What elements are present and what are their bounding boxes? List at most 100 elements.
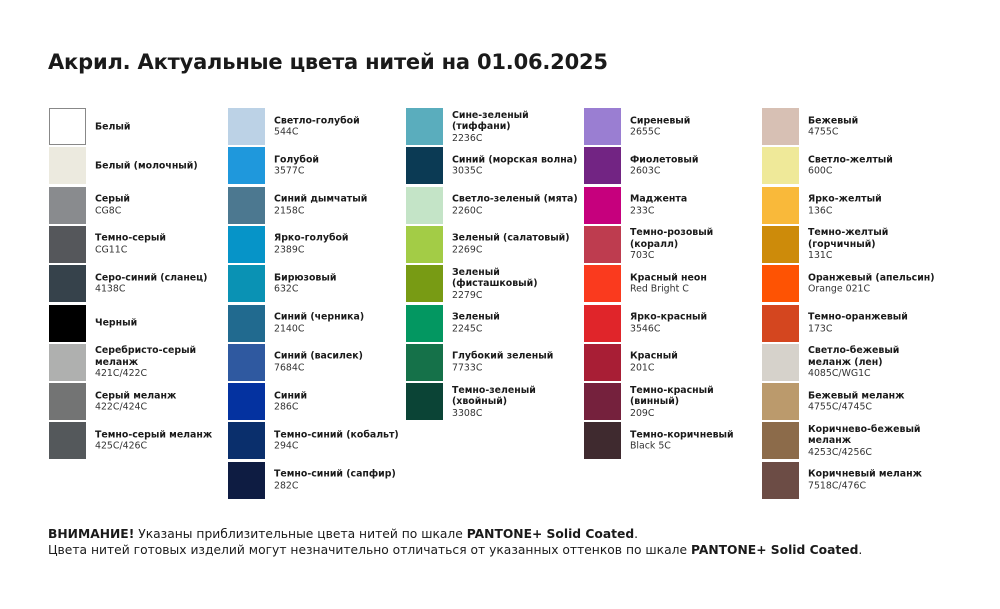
color-label: Ярко-красный 3546C <box>630 312 707 335</box>
color-name: Коричневый меланж <box>808 468 922 480</box>
pantone-code: 2245C <box>452 323 483 334</box>
color-label: Синий (морская волна) 3035C <box>452 154 577 177</box>
color-label: Серебристо-серый меланж 421C/422C <box>95 345 196 380</box>
color-name: Синий дымчатый <box>274 193 368 205</box>
color-label: Красный неон Red Bright C <box>630 272 707 295</box>
color-swatch <box>49 265 86 303</box>
color-label: Бирюзовый 632C <box>274 272 336 295</box>
pantone-code: 2269C <box>452 244 483 256</box>
pantone-code: Red Bright C <box>630 283 689 295</box>
color-name: Темно-красный (винный) <box>630 384 714 407</box>
color-item: Темно-зеленый (хвойный) 3308C <box>406 383 584 421</box>
color-name: Серо-синий (сланец) <box>95 272 208 284</box>
color-name: Темно-серый меланж <box>95 429 213 441</box>
pantone-code: 4085C/WG1C <box>808 368 871 380</box>
color-name: Белый <box>95 120 131 132</box>
pantone-code: 136C <box>808 205 833 217</box>
color-item: Темно-розовый (коралл) 703C <box>584 225 762 263</box>
color-name: Голубой <box>274 154 319 166</box>
color-label: Серо-синий (сланец) 4138C <box>95 272 207 295</box>
color-label: Серый меланж 422C/424C <box>95 390 176 413</box>
color-item: Синий 286C <box>228 383 406 421</box>
pantone-code: 3546C <box>630 323 661 334</box>
color-swatch <box>584 422 621 460</box>
pantone-code: 209C <box>630 407 655 419</box>
pantone-code: 2279C <box>452 289 483 301</box>
color-item: Темно-красный (винный) 209C <box>584 383 762 421</box>
color-label: Синий (василек) 7684C <box>274 351 363 374</box>
color-item: Белый <box>49 108 227 145</box>
color-swatch <box>584 343 621 381</box>
color-swatch <box>762 383 799 421</box>
color-label: Ярко-желтый 136C <box>808 194 882 217</box>
footer-line-2: Цвета нитей готовых изделий могут незнач… <box>48 542 862 558</box>
warning-label: ВНИМАНИЕ! <box>48 527 135 541</box>
color-swatch <box>406 186 443 224</box>
color-swatch <box>584 108 621 145</box>
color-item: Темно-серый CG11C <box>49 225 227 263</box>
color-swatch <box>406 108 443 145</box>
color-label: Темно-красный (винный) 209C <box>630 384 762 419</box>
pantone-code: 3035C <box>452 165 483 177</box>
pantone-code: 4253C/4256C <box>808 446 872 458</box>
color-label: Черный <box>95 317 137 329</box>
color-name: Серый <box>95 193 130 205</box>
color-swatch <box>228 383 265 421</box>
color-label: Зеленый 2245C <box>452 312 500 335</box>
footer-punct: . <box>858 543 863 557</box>
color-item: Темно-желтый (горчичный) 131C <box>762 225 940 263</box>
pantone-code: 3308C <box>452 407 483 419</box>
color-label: Белый (молочный) <box>95 160 198 172</box>
pantone-code: 282C <box>274 480 299 492</box>
pantone-code: 233C <box>630 205 655 217</box>
pantone-code: 544C <box>274 126 299 138</box>
color-swatch <box>228 343 265 381</box>
color-swatch <box>228 304 265 342</box>
color-name: Светло-голубой <box>274 115 360 126</box>
color-swatch <box>406 383 443 421</box>
color-swatch <box>49 186 86 224</box>
color-swatch <box>228 108 265 145</box>
color-item: Ярко-голубой 2389C <box>228 225 406 263</box>
color-name: Светло-бежевый меланж (лен) <box>808 345 900 368</box>
pantone-code: 201C <box>630 362 655 374</box>
color-swatch <box>762 147 799 185</box>
color-label: Темно-желтый (горчичный) 131C <box>808 227 940 262</box>
color-label: Темно-серый меланж 425C/426C <box>95 429 212 452</box>
color-label: Оранжевый (апельсин) Orange 021C <box>808 272 935 295</box>
color-name: Светло-желтый <box>808 154 893 166</box>
pantone-scale: PANTONE+ Solid Coated <box>690 543 859 557</box>
color-name: Бирюзовый <box>274 272 337 284</box>
color-swatch <box>762 108 799 145</box>
color-name: Темно-синий (кобальт) <box>274 429 399 441</box>
pantone-code: 2158C <box>274 205 305 217</box>
color-item: Сиреневый 2655C <box>584 108 762 145</box>
color-swatch <box>584 265 621 303</box>
footer-punct: . <box>634 527 639 541</box>
color-swatch <box>762 304 799 342</box>
color-swatch <box>406 147 443 185</box>
color-name: Красный неон <box>630 272 707 284</box>
color-label: Синий (черника) 2140C <box>274 312 364 335</box>
pantone-code: 7518C/476C <box>808 480 867 492</box>
color-swatch <box>49 108 86 145</box>
color-name: Ярко-желтый <box>808 193 882 205</box>
color-label: Ярко-голубой 2389C <box>274 233 349 256</box>
color-label: Светло-голубой 544C <box>274 115 360 138</box>
color-label: Темно-розовый (коралл) 703C <box>630 227 762 262</box>
pantone-code: 286C <box>274 401 299 413</box>
color-name: Синий (василек) <box>274 350 363 362</box>
color-name: Темно-розовый (коралл) <box>630 227 714 250</box>
color-swatch <box>406 304 443 342</box>
color-item: Синий дымчатый 2158C <box>228 186 406 224</box>
pantone-code: 3577C <box>274 165 305 177</box>
color-swatch <box>406 265 443 303</box>
color-swatch <box>762 225 799 263</box>
color-swatch <box>49 147 86 185</box>
pantone-code: 422C/424C <box>95 401 148 413</box>
color-name: Белый (молочный) <box>95 160 198 172</box>
color-item: Оранжевый (апельсин) Orange 021C <box>762 265 940 303</box>
color-name: Синий (морская волна) <box>452 154 578 166</box>
color-item: Ярко-красный 3546C <box>584 304 762 342</box>
color-label: Темно-синий (кобальт) 294C <box>274 429 399 452</box>
